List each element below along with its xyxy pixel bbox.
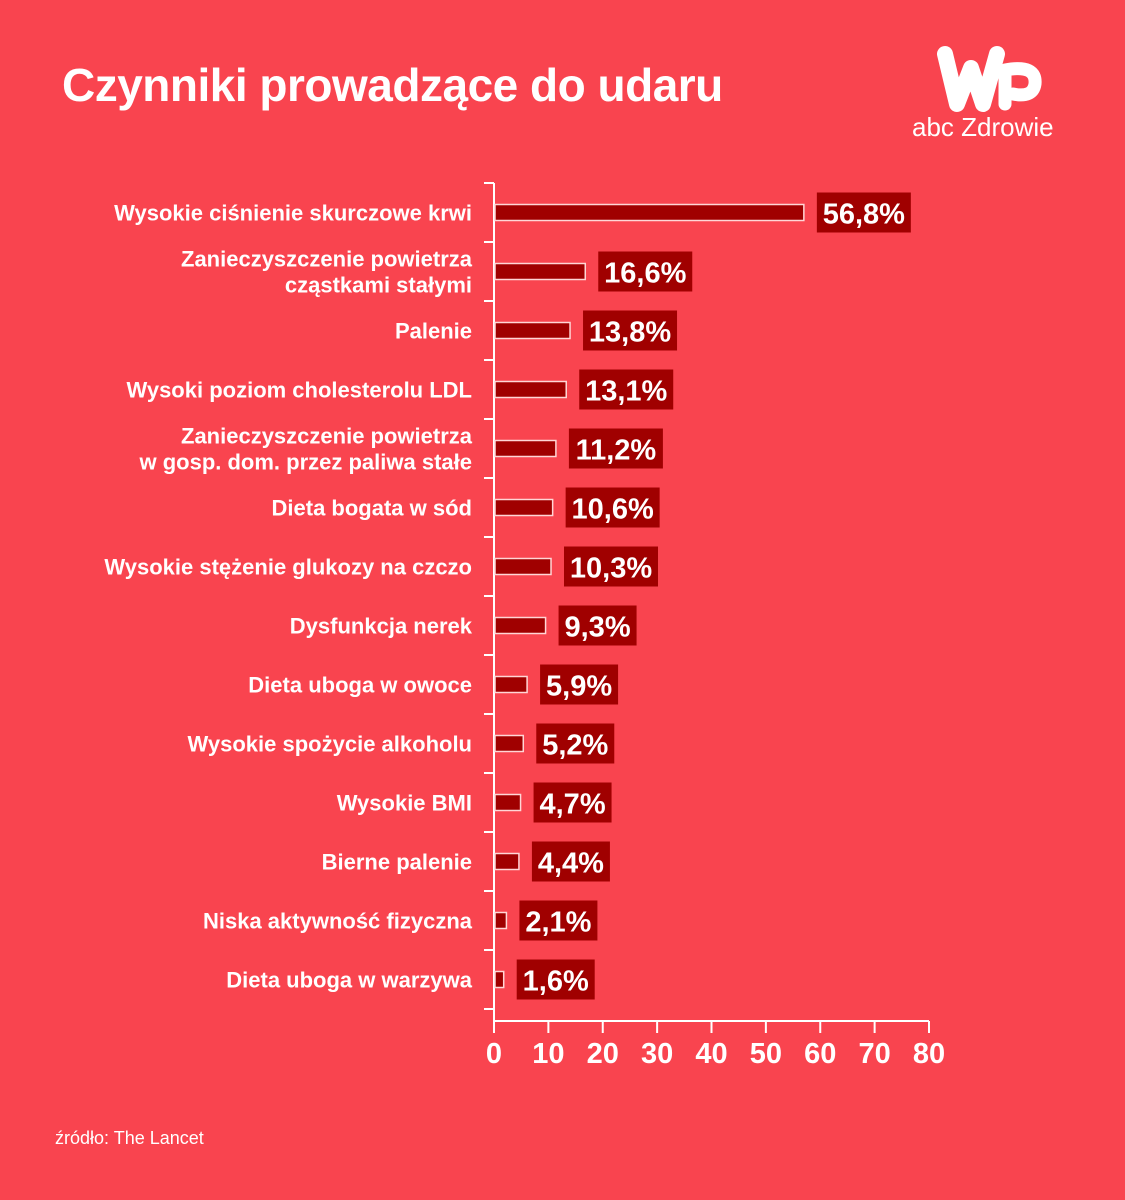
bar <box>494 439 557 458</box>
data-label-box <box>583 310 678 351</box>
x-tick-label: 80 <box>913 1038 945 1070</box>
data-label-box <box>568 428 663 469</box>
data-label: 2,1% <box>525 907 591 939</box>
data-label: 10,3% <box>570 553 652 585</box>
data-label: 56,8% <box>823 199 905 231</box>
data-label: 11,2% <box>576 435 657 467</box>
bar <box>494 203 805 222</box>
x-tick-label: 70 <box>858 1038 890 1070</box>
data-label-box <box>564 546 659 587</box>
data-label-box <box>816 192 911 233</box>
data-label: 5,9% <box>546 671 612 703</box>
bar <box>494 911 508 930</box>
data-label-box <box>598 251 693 292</box>
category-label: Dieta uboga w owoce <box>248 673 472 698</box>
data-label-box <box>519 900 598 941</box>
data-label: 4,4% <box>538 848 604 880</box>
x-tick-label: 0 <box>486 1038 502 1070</box>
data-label: 5,2% <box>542 730 608 762</box>
category-label: Palenie <box>395 319 472 344</box>
category-label: cząstkami stałymi <box>285 273 472 298</box>
category-label: Zanieczyszczenie powietrza <box>181 424 473 449</box>
category-label: Wysokie stężenie glukozy na czczo <box>104 555 472 580</box>
category-label: Dysfunkcja nerek <box>290 614 473 639</box>
wp-logo-icon <box>937 46 1042 112</box>
logo-text: abc Zdrowie <box>912 112 1054 142</box>
data-label: 1,6% <box>523 966 589 998</box>
data-label-box <box>533 782 612 823</box>
category-label: Bierne palenie <box>322 850 472 875</box>
data-label-box <box>540 664 619 705</box>
bar <box>494 616 547 635</box>
category-label: Dieta bogata w sód <box>272 496 472 521</box>
chart-title: Czynniki prowadzące do udaru <box>62 59 723 111</box>
data-label: 4,7% <box>540 789 606 821</box>
bar <box>494 852 520 871</box>
category-label: Niska aktywność fizyczna <box>203 909 473 934</box>
data-label: 9,3% <box>565 612 631 644</box>
source-note: źródło: The Lancet <box>55 1128 204 1148</box>
category-label: Wysokie BMI <box>337 791 472 816</box>
category-label: Dieta uboga w warzywa <box>226 968 472 993</box>
data-label: 16,6% <box>604 258 686 290</box>
x-tick-label: 30 <box>641 1038 673 1070</box>
data-label: 13,8% <box>589 317 671 349</box>
data-label-box <box>516 959 595 1000</box>
data-label-box <box>531 841 610 882</box>
bar <box>494 557 552 576</box>
data-label-box <box>536 723 615 764</box>
bar <box>494 970 505 989</box>
category-label: w gosp. dom. przez paliwa stałe <box>138 450 472 475</box>
x-tick-label: 50 <box>750 1038 782 1070</box>
data-label: 10,6% <box>572 494 654 526</box>
bar <box>494 793 522 812</box>
bar <box>494 675 528 694</box>
bar <box>494 498 554 517</box>
x-tick-label: 20 <box>587 1038 619 1070</box>
x-tick-label: 40 <box>695 1038 727 1070</box>
x-tick-label: 60 <box>804 1038 836 1070</box>
bar <box>494 262 587 281</box>
data-label-box <box>579 369 674 410</box>
data-label-box <box>558 605 637 646</box>
bar <box>494 321 571 340</box>
category-label: Wysoki poziom cholesterolu LDL <box>126 378 472 403</box>
bar <box>494 734 525 753</box>
category-label: Wysokie ciśnienie skurczowe krwi <box>114 201 472 226</box>
x-tick-label: 10 <box>532 1038 564 1070</box>
data-label: 13,1% <box>585 376 667 408</box>
category-label: Wysokie spożycie alkoholu <box>188 732 472 757</box>
data-label-box <box>565 487 660 528</box>
category-label: Zanieczyszczenie powietrza <box>181 247 473 272</box>
bar <box>494 380 567 399</box>
